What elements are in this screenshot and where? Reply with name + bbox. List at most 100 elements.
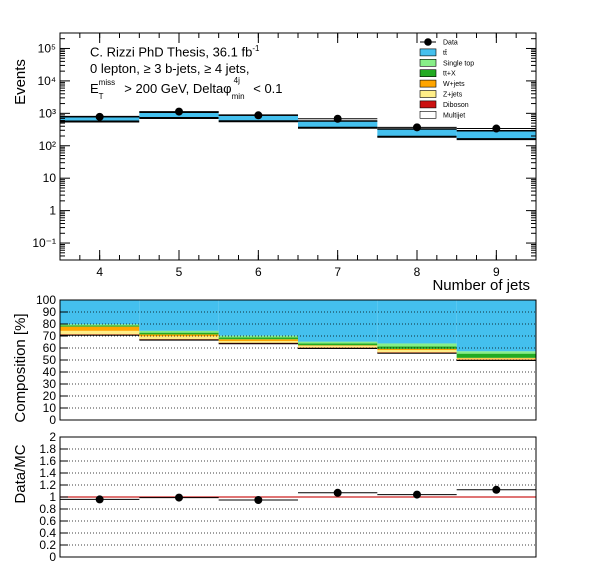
y-tick-label: 10 xyxy=(43,171,57,185)
multijet-bar xyxy=(456,139,536,260)
ratio-point xyxy=(492,485,501,494)
composition-bar-ttbar xyxy=(377,300,457,344)
y-tick-label: 60 xyxy=(43,341,57,355)
composition-bar-multijet xyxy=(218,343,298,420)
composition-bar-Zjets xyxy=(218,341,298,343)
annotation-sup: miss xyxy=(98,78,116,87)
data-point xyxy=(254,111,263,120)
y-tick-label: 70 xyxy=(43,329,57,343)
x-tick-label: 5 xyxy=(176,265,183,279)
y-tick-label: 10⁴ xyxy=(37,74,56,88)
x-tick-label: 7 xyxy=(334,265,341,279)
composition-bar-Wjets xyxy=(456,357,536,359)
composition-bar-multijet xyxy=(298,348,378,420)
legend-label: Single top xyxy=(443,60,474,67)
annotation-sub: T xyxy=(98,92,104,101)
composition-bar-Zjets xyxy=(298,345,378,348)
composition-bar-ttX xyxy=(139,332,219,335)
legend-swatch-Wjets xyxy=(419,79,437,88)
composition-bar-ttX xyxy=(60,325,140,327)
data-point xyxy=(175,107,183,116)
composition-bar-Zjets xyxy=(377,350,457,353)
y-axis-label-composition: Composition [%] xyxy=(12,313,29,422)
legend-swatch-multijet xyxy=(419,111,437,119)
legend-label: W+jets xyxy=(443,81,465,88)
ttbar-bar xyxy=(456,130,536,140)
composition-bar-ttX xyxy=(456,353,536,358)
x-tick-label: 9 xyxy=(493,265,500,279)
legend-swatch-ttX xyxy=(419,69,437,77)
y-tick-label: 30 xyxy=(43,377,57,391)
annotation-line-1: C. Rizzi PhD Thesis, 36.1 fb-1 xyxy=(90,42,259,59)
legend-label: Z+jets xyxy=(443,92,463,99)
composition-bar-single_top xyxy=(60,324,140,326)
y-tick-label: 100 xyxy=(36,293,56,307)
y-tick-label: 10² xyxy=(39,139,56,153)
x-tick-label: 6 xyxy=(255,265,262,279)
ratio-point xyxy=(175,493,183,502)
annotation-text: > 200 GeV, Deltaφ xyxy=(120,81,232,96)
data-point xyxy=(333,114,342,123)
annotation-sup: 4j xyxy=(233,76,240,85)
composition-bar-ttbar xyxy=(139,300,219,331)
multijet-bar xyxy=(60,121,140,260)
x-tick-label: 4 xyxy=(96,265,103,279)
annotation-text: < 0.1 xyxy=(249,81,283,96)
y-tick-label: 20 xyxy=(43,389,57,403)
y-tick-label: 0.2 xyxy=(39,538,56,552)
composition-bar-Wjets xyxy=(60,326,140,331)
composition-bar-ttbar xyxy=(218,300,298,336)
ratio-point xyxy=(413,490,421,499)
y-tick-label: 1 xyxy=(49,490,56,504)
composition-bar-ttbar xyxy=(456,300,536,352)
legend-label: Multijet xyxy=(443,112,465,119)
y-tick-label: 10⁻¹ xyxy=(32,236,56,250)
y-axis-label-events: Events xyxy=(12,59,29,105)
composition-bar-single_top xyxy=(377,343,457,347)
y-tick-label: 10³ xyxy=(39,106,56,120)
composition-bar-Wjets xyxy=(218,339,298,342)
y-tick-label: 1.4 xyxy=(39,466,56,480)
legend-label: tt̄ xyxy=(443,49,447,57)
multijet-bar xyxy=(139,117,219,260)
legend-swatch-Zjets xyxy=(419,90,437,98)
composition-bar-ttX xyxy=(298,343,378,346)
composition-bar-single_top xyxy=(218,335,298,338)
composition-bar-multijet xyxy=(377,352,457,420)
multijet-bar xyxy=(377,136,457,260)
y-tick-label: 0.4 xyxy=(39,526,56,540)
y-tick-label: 10 xyxy=(43,401,57,415)
y-tick-label: 1.6 xyxy=(39,454,56,468)
composition-bar-Wjets xyxy=(377,348,457,351)
data-point xyxy=(492,124,501,133)
composition-bar-single_top xyxy=(298,341,378,344)
composition-bar-multijet xyxy=(60,334,140,420)
legend-swatch-ttbar xyxy=(419,48,437,57)
y-tick-label: 80 xyxy=(43,317,57,331)
composition-bar-single_top xyxy=(456,351,536,354)
data-point xyxy=(95,112,104,121)
y-tick-label: 0 xyxy=(49,413,56,427)
composition-bar-ttbar xyxy=(298,300,378,342)
legend-label: tt+X xyxy=(443,71,456,78)
multijet-bar xyxy=(218,121,298,261)
ratio-point xyxy=(95,495,104,504)
ttbar-bar xyxy=(377,128,457,137)
composition-bar-ttX xyxy=(218,337,298,340)
legend-swatch-single_top xyxy=(419,58,437,67)
y-tick-label: 0.8 xyxy=(39,502,56,516)
ratio-point xyxy=(254,496,263,504)
y-tick-label: 90 xyxy=(43,305,57,319)
ratio-panel: 00.20.40.60.811.21.41.61.82 xyxy=(39,430,537,564)
composition-bar-single_top xyxy=(139,330,219,333)
multijet-bar xyxy=(298,127,378,260)
y-tick-label: 50 xyxy=(43,353,57,367)
legend-label: Diboson xyxy=(443,102,469,109)
x-axis-label: Number of jets xyxy=(432,277,530,294)
y-tick-label: 1.2 xyxy=(39,478,56,492)
annotation-text: E xyxy=(90,81,99,96)
y-tick-label: 0.6 xyxy=(39,514,56,528)
data-point xyxy=(413,123,421,132)
